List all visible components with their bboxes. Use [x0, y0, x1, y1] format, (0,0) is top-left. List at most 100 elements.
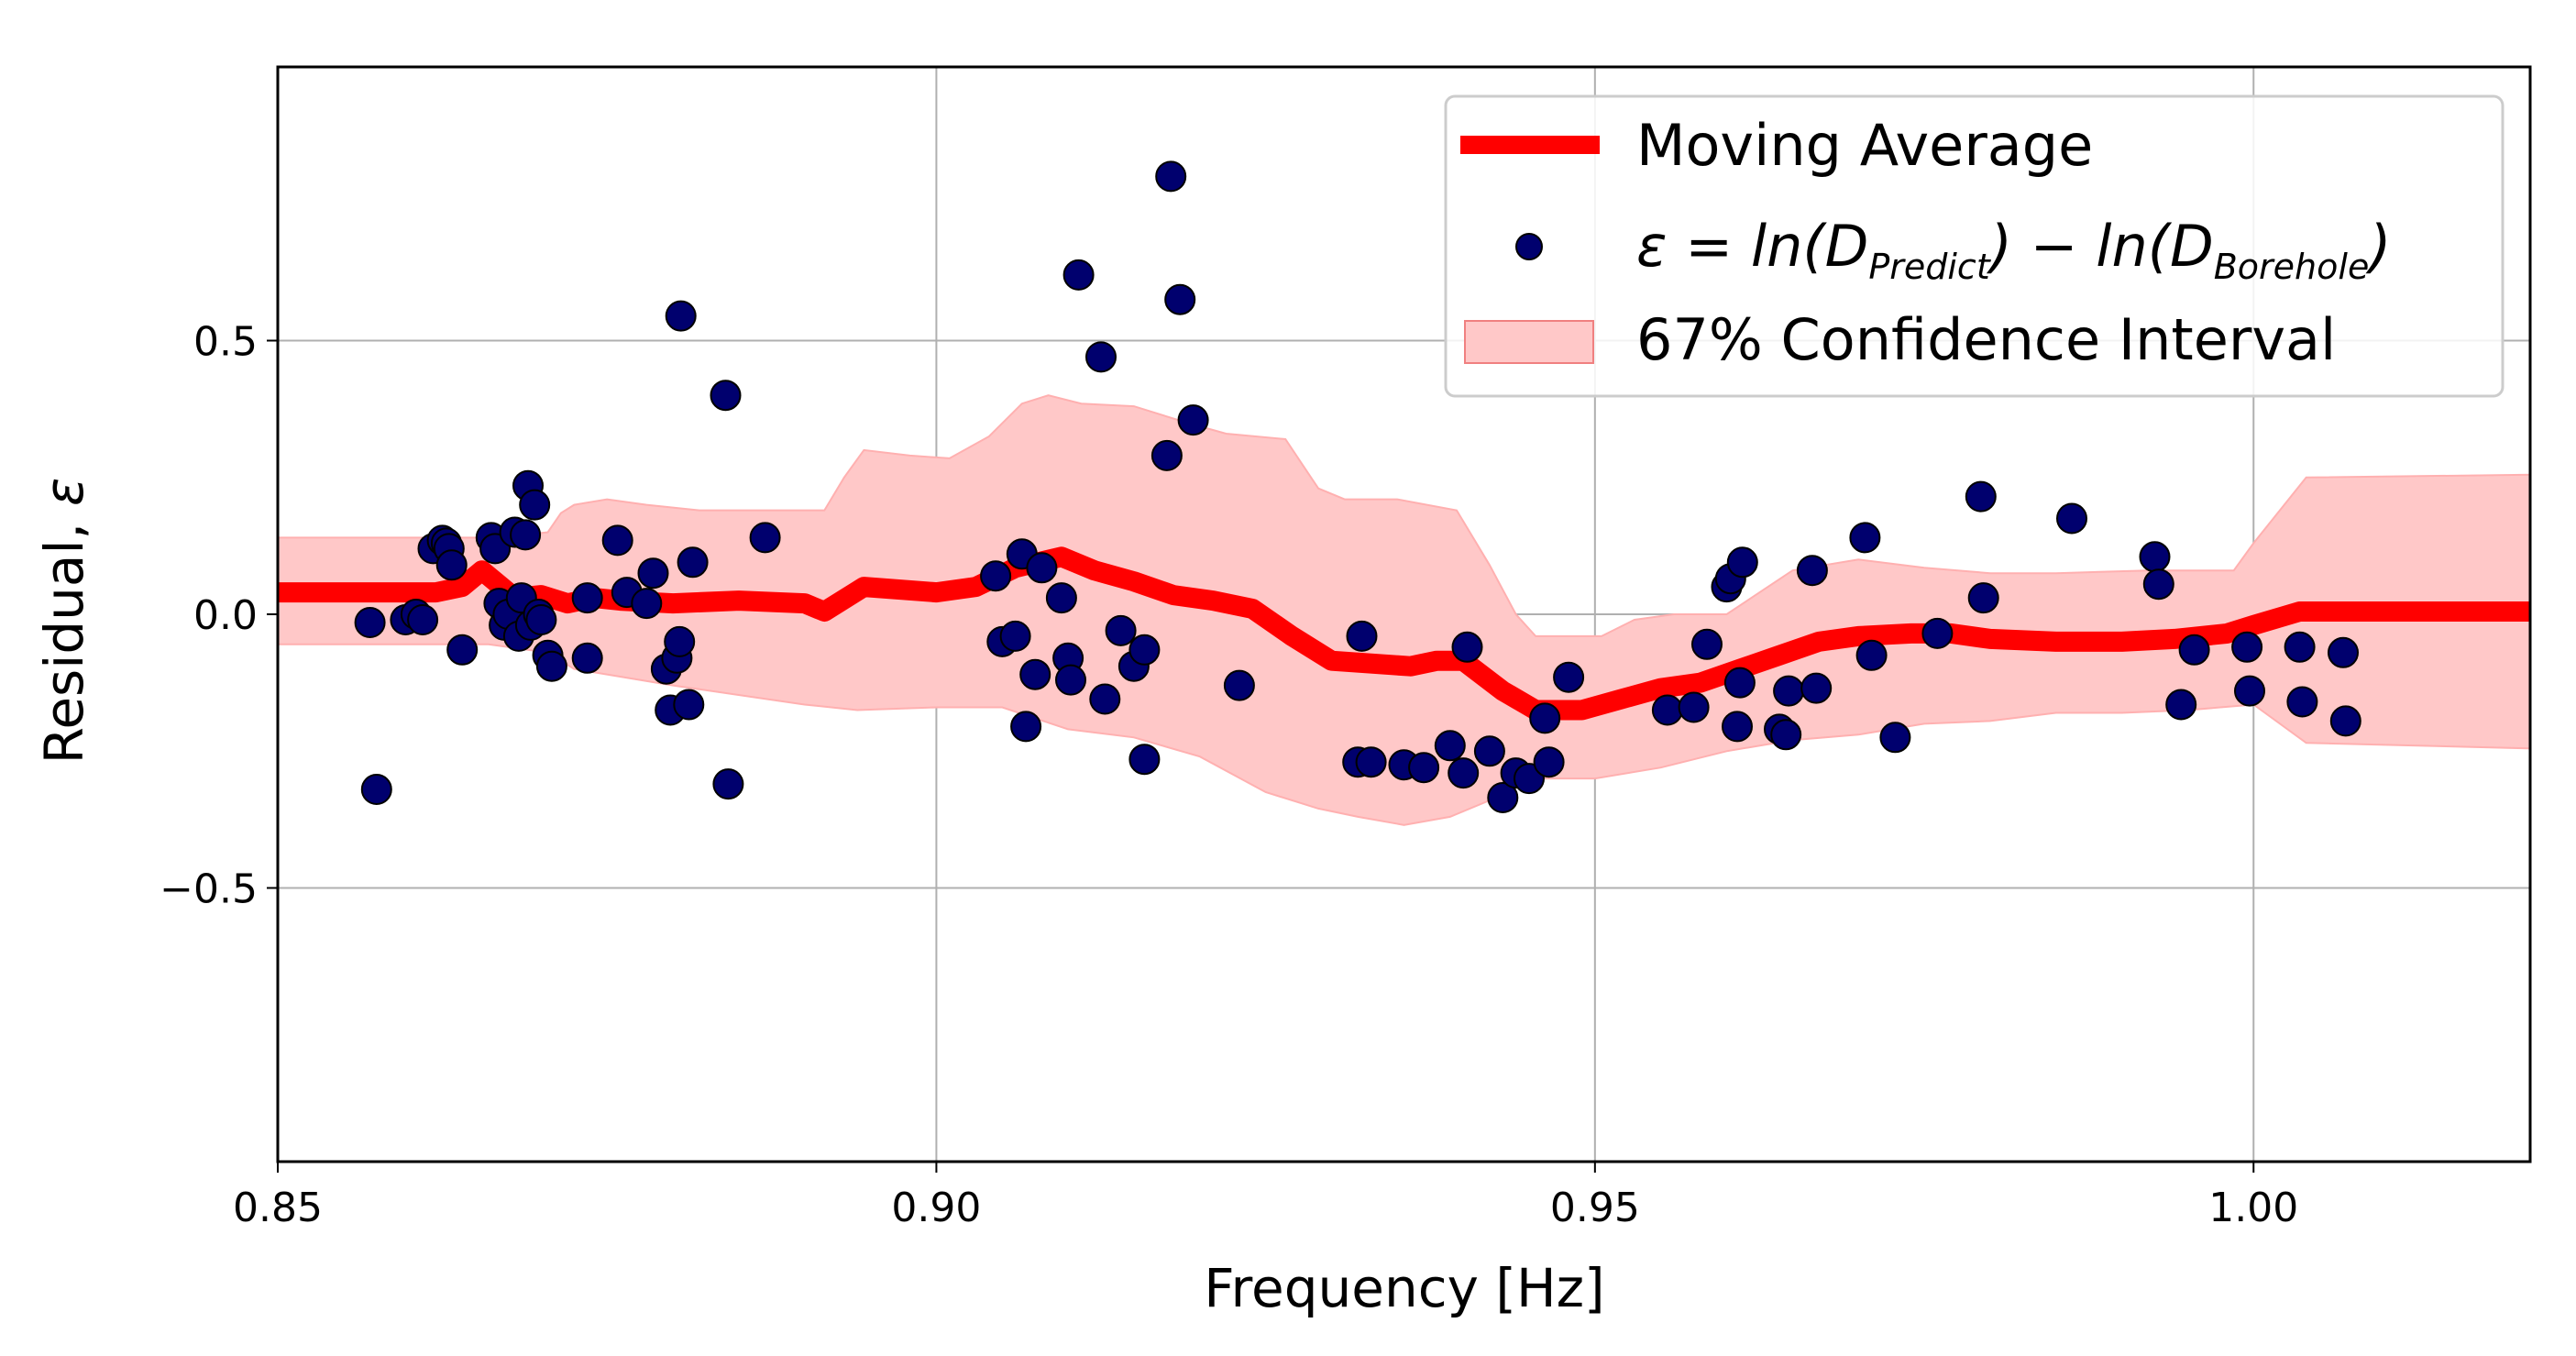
- y-tick-label: −0.5: [160, 866, 258, 913]
- residual-point: [2329, 705, 2361, 737]
- residual-point: [1921, 617, 1954, 649]
- legend-label-subscript: Predict: [1868, 247, 1991, 287]
- residual-point: [1773, 675, 1805, 707]
- legend-label-part: ): [2365, 213, 2391, 280]
- residual-point: [1473, 735, 1505, 767]
- residual-point: [1487, 782, 1519, 813]
- residual-point: [1155, 160, 1187, 193]
- residual-point: [980, 560, 1012, 592]
- residual-point: [1451, 631, 1483, 663]
- residual-point: [1855, 639, 1888, 671]
- residual-point: [1026, 552, 1058, 584]
- scatter-points: [354, 160, 2361, 813]
- residual-point: [999, 620, 1031, 652]
- residual-point: [637, 557, 669, 590]
- legend-frame: [1444, 94, 2504, 398]
- y-tick-label: 0.5: [193, 319, 258, 366]
- x-tick-label: 0.95: [1550, 1185, 1640, 1231]
- y-axis-label-text: Residual,: [33, 523, 95, 764]
- residual-point: [571, 582, 603, 614]
- residual-point: [407, 604, 439, 635]
- residual-point: [525, 604, 557, 635]
- x-tick-label: 1.00: [2208, 1185, 2298, 1231]
- residual-point: [1651, 694, 1683, 726]
- residual-point: [360, 774, 392, 805]
- residual-point: [1150, 439, 1183, 471]
- residual-point: [601, 524, 633, 557]
- residual-point: [1408, 752, 1440, 784]
- x-tick-label: 0.90: [891, 1185, 981, 1231]
- legend-label-subscript: Borehole: [2214, 247, 2370, 287]
- residual-point: [1128, 634, 1161, 666]
- legend-confidence-swatch: [1464, 320, 1594, 364]
- residual-point: [2284, 631, 2316, 663]
- y-axis-label-symbol: ε: [33, 478, 95, 506]
- residual-point: [1062, 259, 1095, 291]
- legend-label-part: ) − ln(D: [1987, 213, 2214, 280]
- residual-point: [710, 380, 742, 412]
- residual-point: [435, 549, 468, 581]
- residual-point: [1553, 661, 1585, 693]
- legend-residual-marker: [1515, 233, 1543, 260]
- residual-point: [2056, 502, 2087, 535]
- residual-point: [1164, 283, 1196, 315]
- residual-point: [1691, 628, 1723, 660]
- residual-point: [1085, 341, 1117, 373]
- legend: Moving Average ε = ln(DPredict) − ln(DBo…: [1444, 94, 2504, 398]
- residual-point: [2165, 689, 2197, 721]
- residual-point: [1678, 691, 1710, 723]
- residual-point: [749, 522, 781, 554]
- residual-point: [2178, 634, 2210, 666]
- residual-point: [1105, 614, 1137, 646]
- residual-point: [535, 650, 567, 682]
- residual-point: [446, 634, 479, 666]
- residual-point: [1055, 664, 1086, 696]
- residual-point: [1089, 683, 1121, 715]
- residual-point: [664, 625, 696, 657]
- residual-point: [2142, 568, 2174, 601]
- residual-point: [2139, 541, 2171, 573]
- y-axis-label: Residual, ε: [33, 478, 95, 765]
- legend-confidence-label: 67% Confidence Interval: [1636, 306, 2336, 373]
- residual-point: [2286, 686, 2318, 718]
- residual-point: [1533, 746, 1565, 778]
- residual-point: [1177, 404, 1209, 436]
- residual-point: [1967, 582, 1999, 614]
- residual-point: [1355, 746, 1387, 778]
- residual-point: [1346, 620, 1378, 652]
- residual-point: [1010, 711, 1042, 743]
- residual-point: [2234, 675, 2265, 707]
- residual-point: [1770, 719, 1802, 751]
- legend-label-part: ε = ln(D: [1636, 213, 1868, 280]
- residual-point: [1448, 757, 1480, 789]
- residual-point: [673, 689, 705, 721]
- residual-point: [571, 642, 603, 674]
- residual-point: [1529, 702, 1561, 734]
- residual-point: [354, 607, 386, 638]
- y-tick-label: 0.0: [193, 592, 258, 639]
- confidence-band-area: [277, 394, 2531, 826]
- x-axis-label: Frequency [Hz]: [1204, 1257, 1604, 1319]
- residual-point: [1849, 522, 1881, 554]
- residual-point: [665, 300, 697, 332]
- residual-point: [1965, 480, 1997, 513]
- residual-point: [2231, 631, 2263, 663]
- legend-moving-average-label: Moving Average: [1636, 112, 2093, 179]
- residual-point: [1800, 672, 1833, 704]
- residual-point: [712, 768, 744, 800]
- residual-point: [1796, 555, 1828, 587]
- plot-frame: [276, 65, 2532, 1163]
- residual-point: [510, 519, 542, 551]
- x-tick-label: 0.85: [233, 1185, 323, 1231]
- residual-point: [1128, 744, 1161, 776]
- residual-point: [1723, 667, 1756, 699]
- confidence-band: [277, 394, 2531, 826]
- residual-point: [1019, 658, 1051, 690]
- residual-point: [1434, 730, 1466, 762]
- residual-point: [1045, 582, 1077, 614]
- residual-point: [2328, 636, 2359, 668]
- residual-point: [1223, 669, 1255, 701]
- residual-point: [1722, 711, 1753, 743]
- legend-residual-label: ε = ln(DPredict) − ln(DBorehole): [1636, 213, 2392, 287]
